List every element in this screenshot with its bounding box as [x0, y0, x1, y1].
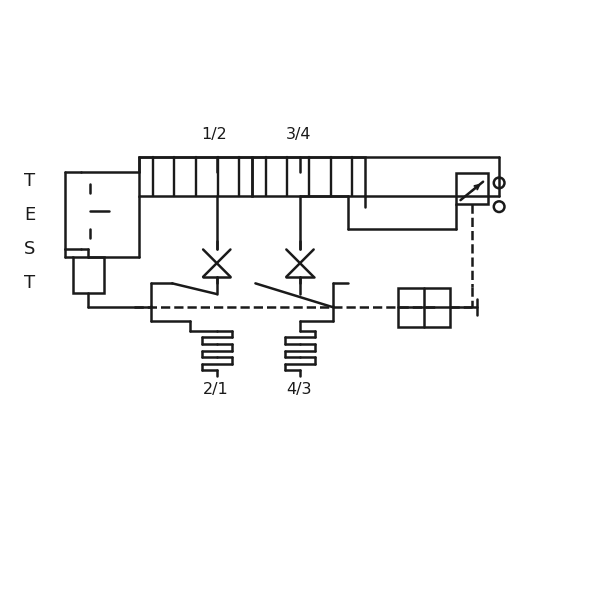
Text: 3/4: 3/4 [286, 127, 311, 142]
Text: E: E [24, 206, 35, 224]
Text: 2/1: 2/1 [203, 382, 229, 397]
Text: T: T [24, 172, 35, 190]
Text: S: S [24, 240, 35, 258]
Bar [456, 173, 488, 204]
Text: T: T [24, 274, 35, 292]
Bar [73, 257, 104, 293]
Text: 1/2: 1/2 [201, 127, 227, 142]
Bar [139, 157, 253, 196]
Bar [398, 287, 451, 327]
Text: 4/3: 4/3 [286, 382, 311, 397]
Bar [253, 157, 365, 196]
